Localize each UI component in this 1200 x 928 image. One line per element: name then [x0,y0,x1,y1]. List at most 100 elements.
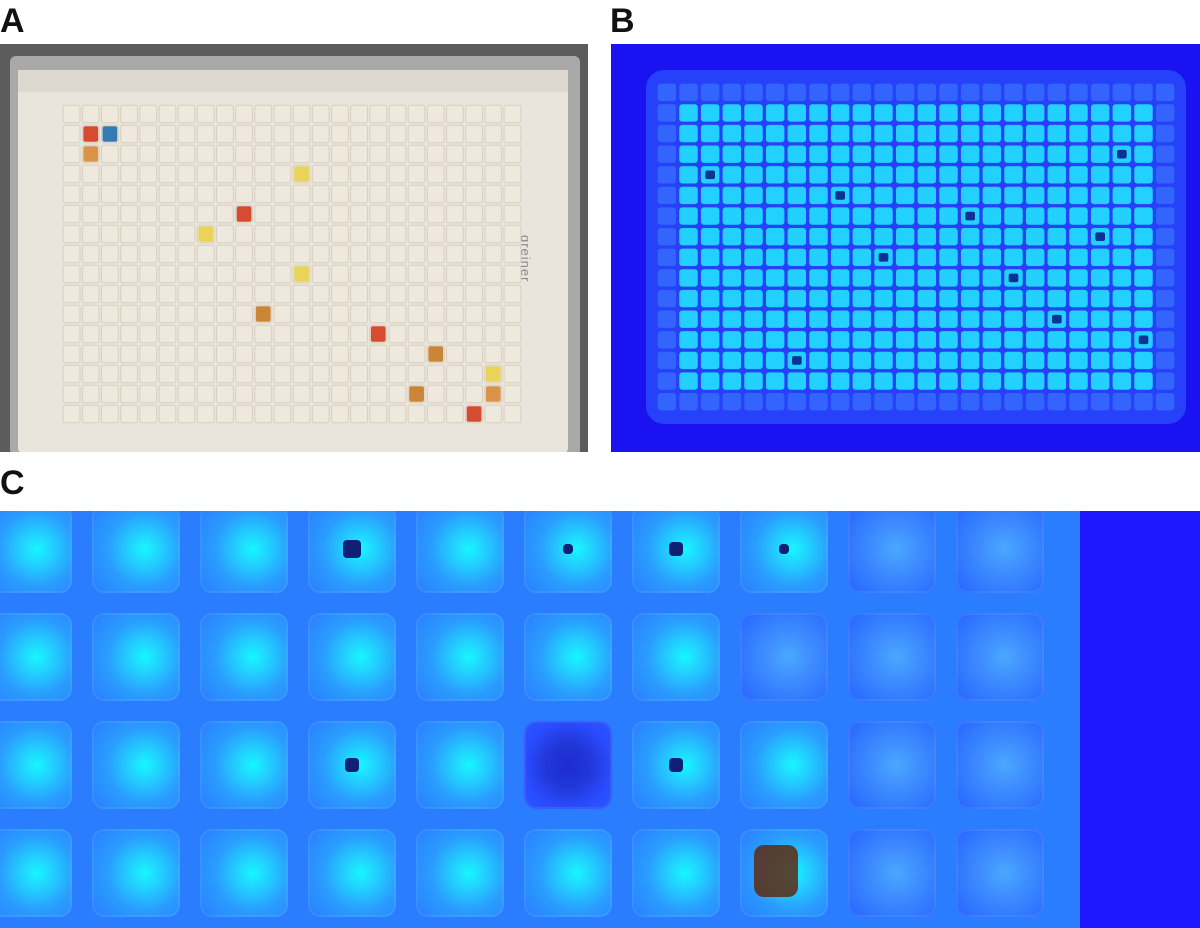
fluorescent-well [852,331,872,349]
plate-well [407,404,426,424]
fluorescent-well [895,186,915,205]
fluorescent-well [830,124,850,143]
fluorescent-well [744,248,763,267]
fluorescent-well [700,227,720,246]
fluorescent-well [830,248,850,267]
fluorescent-well [1112,310,1132,328]
fluorescent-well [744,83,763,102]
colored-well [83,146,99,162]
dark-well-spot [1117,149,1127,159]
plate-well [426,324,445,344]
fluorescent-well [895,83,915,102]
fluorescent-well [895,351,915,370]
plate-well [254,364,273,384]
plate-well [446,144,464,164]
plate-well [311,324,330,344]
fluorescent-well [722,248,742,267]
fluorescent-well [939,269,958,287]
plate-well [81,204,100,224]
fluorescent-well [765,145,785,163]
colored-well [428,346,444,362]
plate-well [407,184,426,204]
fluorescent-well [809,207,828,225]
fluorescent-well [1155,227,1175,246]
fluorescent-well [679,227,698,246]
fluorescent-well [744,227,763,246]
fluorescent-well [982,269,1002,287]
closeup-well [524,721,612,809]
fluorescent-well [939,104,958,122]
fluorescent-well [1155,104,1175,122]
fluorescent-well [1090,104,1110,122]
fluorescent-well [960,104,980,122]
plate-well [216,204,234,224]
fluorescent-well [700,186,720,205]
fluorescent-well [1069,104,1088,122]
plate-well [120,264,138,284]
plate-well [350,144,368,164]
plate-well [311,104,330,124]
fluorescent-well [939,248,958,267]
plate-well [273,164,292,184]
plate-well [101,264,119,284]
fluorescent-well [1134,124,1153,143]
plate-well [503,224,522,244]
fluorescent-well [1134,186,1153,205]
plate-well [331,184,349,204]
plate-well [369,364,388,384]
fluorescent-well [960,289,980,308]
fluorescent-well [830,104,850,122]
fluorescent-well [1090,207,1110,225]
plate-well [101,324,119,344]
fluorescent-well [1090,269,1110,287]
closeup-well [200,511,288,593]
plate-well [350,344,368,364]
fluorescent-well [895,207,915,225]
fluorescent-well [657,166,677,184]
fluorescent-well [852,372,872,390]
plate-well [216,104,234,124]
closeup-well [416,721,504,809]
fluorescent-well [657,83,677,102]
plate-well [81,324,100,344]
fluorescent-well [1025,124,1045,143]
plate-well [426,284,445,304]
fluorescent-well [722,166,742,184]
plate-well [273,204,292,224]
plate-well [503,104,522,124]
fluorescent-well [1047,104,1067,122]
plate-well [465,244,483,264]
plate-well [465,184,483,204]
plate-well [216,364,234,384]
plate-well [388,264,407,284]
fluorescent-well [679,392,698,411]
plate-well [254,344,273,364]
fluorescent-well [1069,124,1088,143]
fluorescent-well [765,186,785,205]
fluorescent-well [1025,207,1045,225]
fluorescent-well [1155,83,1175,102]
fluorescent-well [744,269,763,287]
plate-well [311,264,330,284]
plate-well [292,144,311,164]
fluorescent-well [1134,351,1153,370]
plate-well [139,344,158,364]
plate-well [292,124,311,144]
closeup-well [848,511,936,593]
plate-well [158,164,177,184]
closeup-well [848,613,936,701]
closeup-well [524,613,612,701]
fluorescent-well [1134,392,1153,411]
fluorescent-well [700,248,720,267]
colored-well [236,206,252,222]
fluorescent-well [722,310,742,328]
plate-well [273,124,292,144]
dark-spot [779,544,789,554]
plate-well [235,364,253,384]
fluorescent-well [1025,83,1045,102]
dark-well-spot [1008,273,1019,283]
fluorescent-well [852,124,872,143]
plate-well [331,344,349,364]
fluorescent-well [1069,289,1088,308]
well-grid [62,104,522,424]
